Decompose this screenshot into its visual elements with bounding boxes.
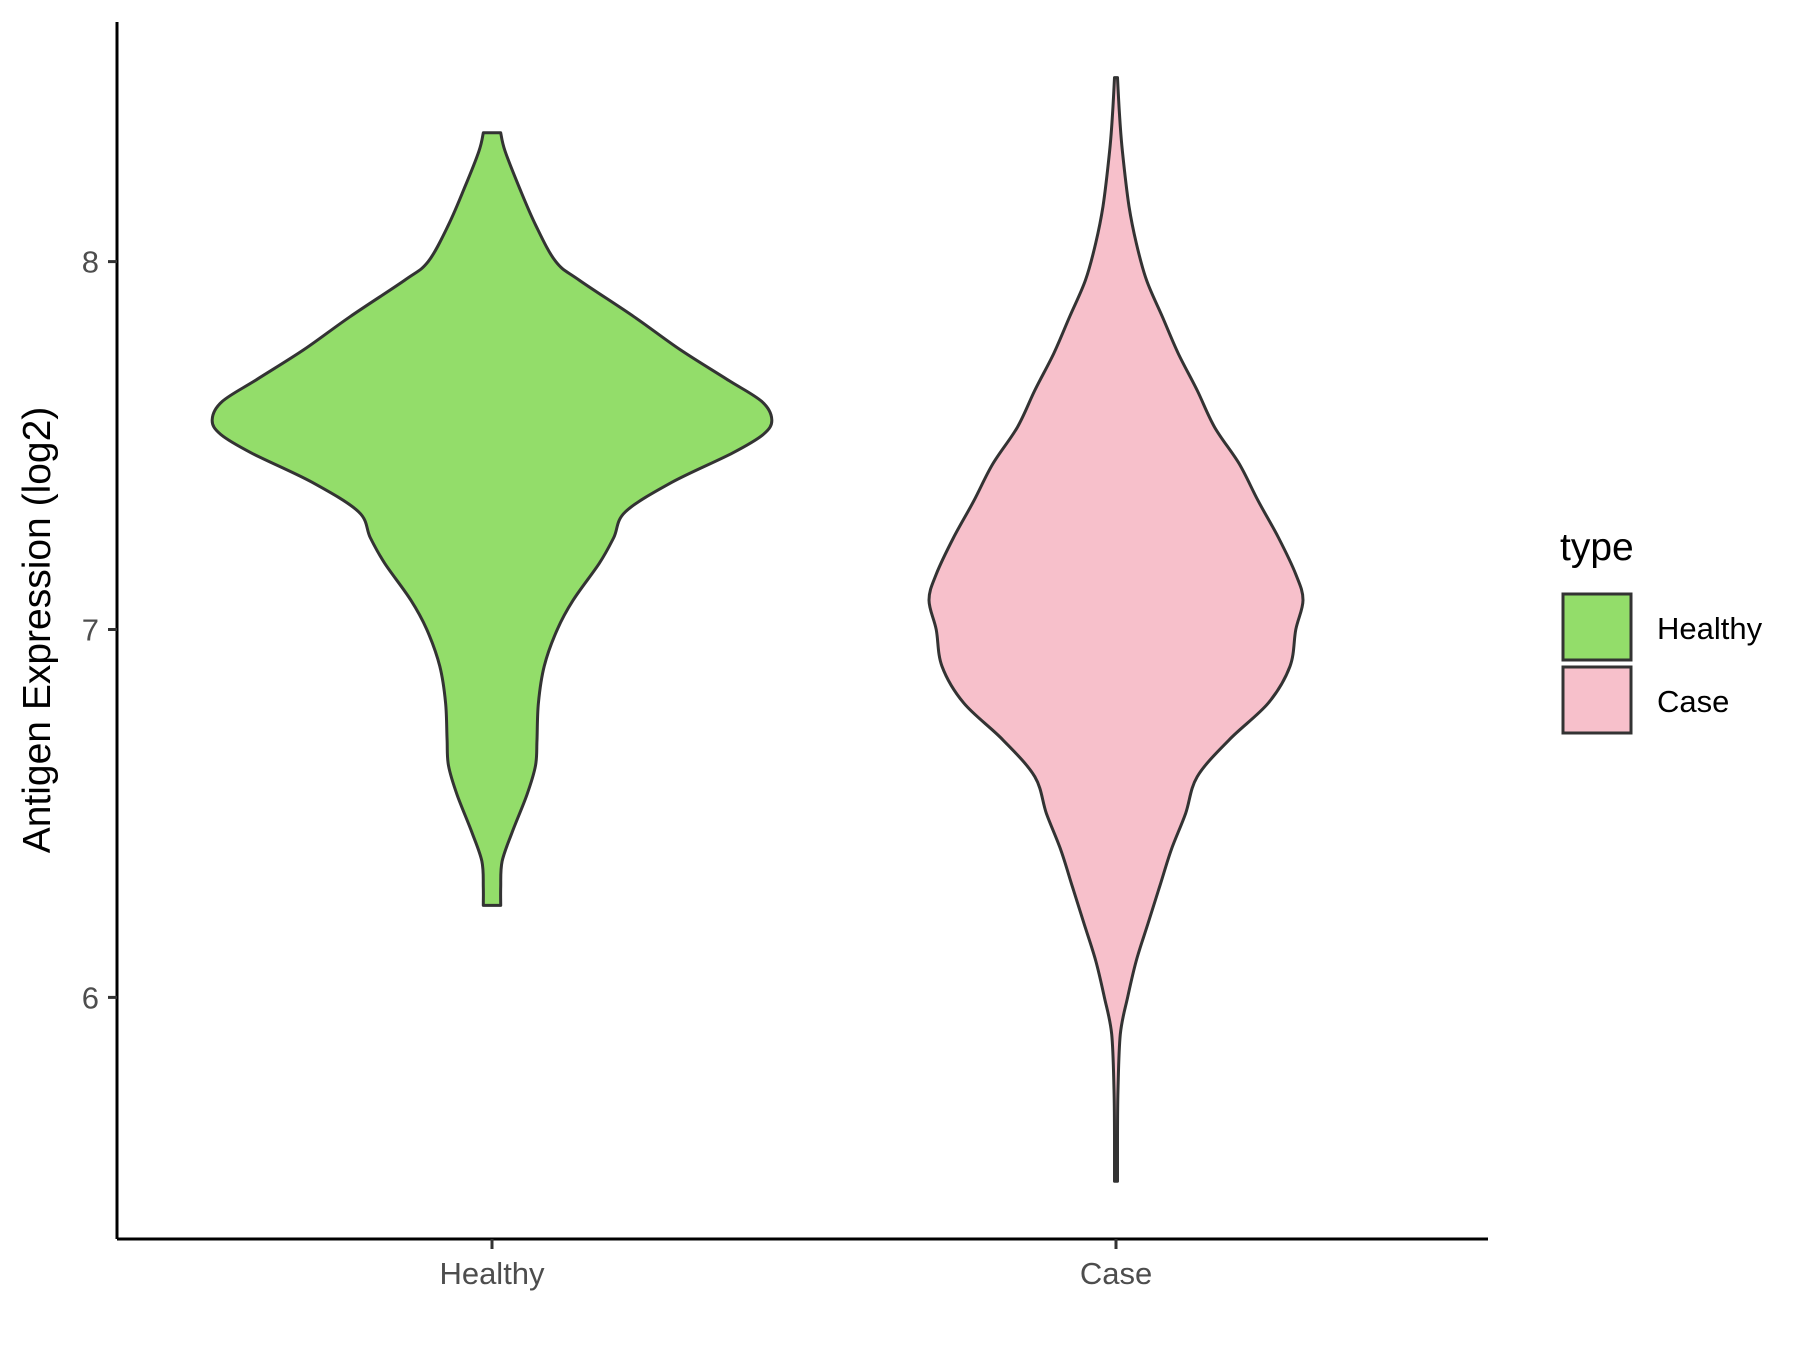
x-tick-label: Case xyxy=(1080,1256,1152,1291)
legend-entries: Healthy Case xyxy=(1561,592,1763,735)
y-axis-title: Antigen Expression (log2) xyxy=(16,407,59,854)
violin-healthy xyxy=(210,131,774,907)
legend-label-case: Case xyxy=(1657,684,1729,719)
violins-layer xyxy=(210,76,1305,1183)
legend-label-healthy: Healthy xyxy=(1657,611,1763,646)
y-axis-ticks: 6 7 8 xyxy=(82,245,117,1015)
legend-key-healthy xyxy=(1561,592,1633,662)
y-tick-label: 7 xyxy=(82,613,99,648)
legend-title: type xyxy=(1560,526,1634,569)
x-axis-ticks: Healthy Case xyxy=(439,1239,1152,1291)
y-tick-label: 6 xyxy=(82,980,99,1015)
x-tick-label: Healthy xyxy=(439,1256,545,1291)
violin-case xyxy=(927,76,1305,1183)
legend: type Healthy Case xyxy=(1560,526,1763,735)
legend-key-case xyxy=(1561,665,1633,735)
y-tick-label: 8 xyxy=(82,245,99,280)
